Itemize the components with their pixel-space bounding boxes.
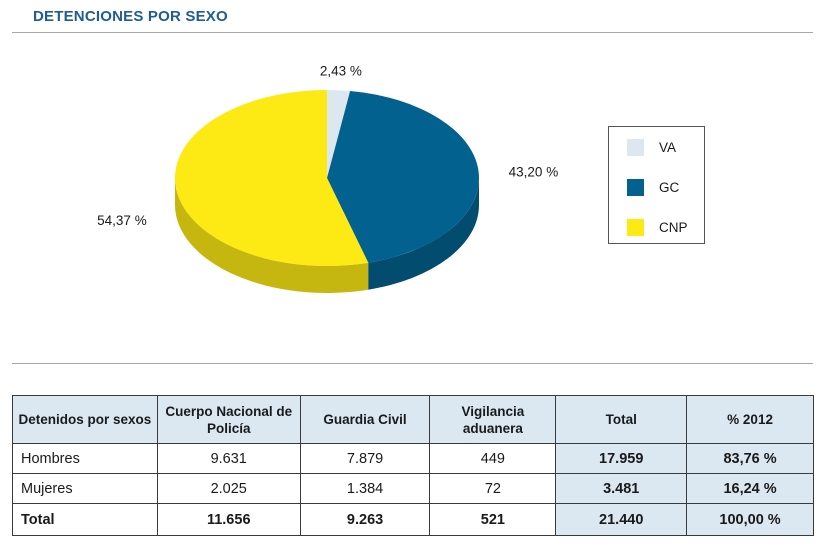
arrests-table: Detenidos por sexos Cuerpo Nacional de P…	[12, 395, 814, 536]
cell-cnp: 11.656	[156, 503, 301, 536]
cell-va: 72	[429, 473, 557, 504]
row-label: Mujeres	[12, 473, 158, 504]
cell-cnp: 9.631	[156, 443, 301, 474]
cell-gc: 1.384	[299, 473, 431, 504]
row-label: Hombres	[12, 443, 158, 474]
table-row: Mujeres 2.025 1.384 72 3.481 16,24 %	[12, 473, 814, 504]
cell-total: 3.481	[555, 473, 688, 504]
chart-title: DETENCIONES POR SEXO	[33, 8, 228, 25]
pie-chart: 2,43 % 43,20 % 54,37 %	[97, 63, 559, 293]
header-gc: Guardia Civil	[299, 395, 431, 444]
cell-pct: 83,76 %	[686, 443, 814, 474]
cell-va: 521	[429, 503, 557, 536]
cell-gc: 9.263	[299, 503, 431, 536]
legend-swatch-va	[627, 138, 644, 156]
header-pct: % 2012	[686, 395, 814, 444]
cell-gc: 7.879	[299, 443, 431, 474]
top-divider	[12, 32, 813, 33]
header-total: Total	[555, 395, 688, 444]
pie-slice-cnp	[174, 90, 369, 266]
pie-label-va: 2,43 %	[320, 63, 362, 78]
legend-label-cnp: CNP	[659, 219, 688, 235]
legend-label-va: VA	[659, 139, 677, 155]
cell-total: 17.959	[555, 443, 688, 474]
pie-side-cnp	[175, 178, 369, 293]
pie-side-gc	[368, 178, 479, 290]
cell-va: 449	[429, 443, 557, 474]
pie-label-cnp: 54,37 %	[97, 213, 147, 228]
header-va: Vigilancia aduanera	[429, 395, 557, 444]
pie-label-gc: 43,20 %	[509, 164, 559, 179]
header-detenidos: Detenidos por sexos	[12, 395, 158, 444]
cell-total: 21.440	[555, 503, 688, 536]
table-total-row: Total 11.656 9.263 521 21.440 100,00 %	[12, 503, 814, 536]
chart-legend: VA GC CNP	[608, 126, 705, 244]
cell-pct: 100,00 %	[686, 503, 814, 536]
legend-item-va: VA	[627, 137, 676, 157]
cell-cnp: 2.025	[156, 473, 301, 504]
legend-swatch-cnp	[627, 218, 644, 236]
legend-item-gc: GC	[627, 177, 679, 197]
table-header-row: Detenidos por sexos Cuerpo Nacional de P…	[12, 395, 814, 444]
pie-slice-va	[327, 90, 351, 178]
legend-item-cnp: CNP	[627, 217, 688, 237]
header-cnp: Cuerpo Nacional de Policía	[156, 395, 301, 444]
table-row: Hombres 9.631 7.879 449 17.959 83,76 %	[12, 443, 814, 474]
middle-divider	[12, 363, 813, 364]
pie-slice-gc	[327, 91, 479, 263]
legend-swatch-gc	[627, 178, 644, 196]
row-label: Total	[12, 503, 158, 536]
legend-label-gc: GC	[659, 179, 680, 195]
cell-pct: 16,24 %	[686, 473, 814, 504]
